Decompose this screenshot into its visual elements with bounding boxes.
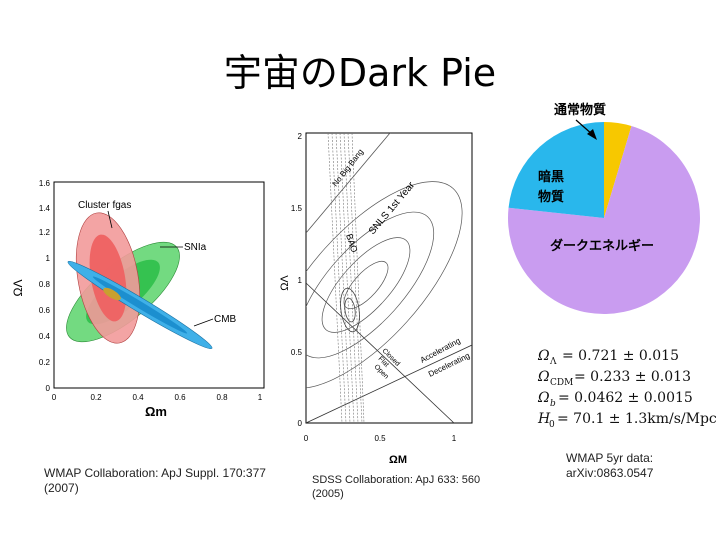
svg-text:= 0.721 ± 0.015: = 0.721 ± 0.015	[562, 348, 679, 364]
middle-y-tick: 0	[298, 419, 303, 428]
middle-x-tick: 1	[452, 434, 457, 443]
slice-dark-energy	[508, 126, 700, 314]
svg-text:Ω: Ω	[537, 369, 550, 385]
slice-normal-matter	[604, 122, 632, 218]
left-y-tick: 0.6	[39, 306, 51, 315]
label-dark-matter-line2: 物質	[538, 189, 564, 204]
svg-text:b: b	[550, 399, 556, 409]
citation-wmap-apjs: WMAP Collaboration: ApJ Suppl. 170:377 (…	[44, 466, 266, 495]
normal-matter-arrowhead	[587, 129, 597, 140]
left-x-tick: 0.6	[174, 393, 186, 402]
left-x-tick: 0.4	[132, 393, 144, 402]
label-dark-matter-line1: 暗黒	[538, 169, 564, 184]
middle-x-tick: 0	[304, 434, 309, 443]
middle-y-tick: 1.5	[291, 204, 303, 213]
label-cmb: CMB	[214, 314, 237, 325]
svg-text:0: 0	[549, 420, 555, 430]
svg-text:Ω: Ω	[537, 348, 550, 364]
pie-slices	[508, 122, 700, 314]
middle-contours	[306, 133, 472, 423]
svg-text:Λ: Λ	[549, 357, 557, 367]
middle-constraint-plot: 0 0.5 1 1.5 2 0 0.5 1 ΩM ΩΛ	[279, 132, 473, 466]
middle-plot-frame	[305, 132, 473, 424]
equation-omega-lambda: Ω Λ = 0.721 ± 0.015	[537, 348, 679, 367]
middle-x-ticks: 0 0.5 1	[304, 434, 457, 443]
left-y-tick: 1.4	[39, 204, 51, 213]
left-y-tick: 1.2	[39, 228, 51, 237]
middle-x-tick: 0.5	[374, 434, 386, 443]
left-y-tick: 1	[46, 254, 51, 263]
left-constraint-plot: 0 0.2 0.4 0.6 0.8 1 1.2 1.4 1.6 0 0.2 0.…	[11, 179, 265, 419]
svg-text:Ω: Ω	[537, 390, 550, 406]
left-y-tick: 0.4	[39, 332, 51, 341]
label-cluster-fgas: Cluster fgas	[78, 200, 131, 211]
middle-x-label: ΩM	[389, 454, 407, 466]
slide-title: 宇宙のDark Pie	[223, 51, 497, 95]
citation-wmap-5yr: WMAP 5yr data: arXiv:0863.0547	[566, 451, 654, 480]
svg-text:CDM: CDM	[550, 378, 573, 388]
equation-omega-cdm: Ω CDM = 0.233 ± 0.013	[537, 369, 691, 388]
equation-h0: H 0 = 70.1 ± 1.3km/s/Mpc	[537, 411, 717, 430]
cmb-contours	[67, 261, 213, 349]
label-snls: SNLS 1st Year	[367, 180, 418, 237]
svg-text:= 70.1 ± 1.3km/s/Mpc: = 70.1 ± 1.3km/s/Mpc	[557, 411, 717, 427]
left-y-label: ΩΛ	[11, 280, 25, 297]
middle-y-tick: 2	[298, 132, 303, 141]
equation-omega-b: Ω b = 0.0462 ± 0.0015	[537, 390, 693, 409]
label-normal-matter: 通常物質	[554, 102, 606, 117]
label-dark-energy: ダークエネルギー	[550, 238, 654, 253]
left-x-tick: 0.8	[216, 393, 228, 402]
middle-y-ticks: 0 0.5 1 1.5 2	[291, 132, 303, 428]
left-y-tick: 0.2	[39, 358, 51, 367]
left-y-tick: 0	[46, 384, 51, 393]
middle-y-tick: 0.5	[291, 348, 303, 357]
left-y-tick: 0.8	[39, 280, 51, 289]
left-x-tick: 0	[52, 393, 57, 402]
middle-y-label: ΩΛ	[279, 275, 291, 291]
left-plot-frame	[53, 181, 265, 389]
left-x-ticks: 0 0.2 0.4 0.6 0.8 1	[52, 393, 263, 402]
label-no-big-bang: No Big Bang	[330, 147, 365, 188]
left-y-ticks: 0 0.2 0.4 0.6 0.8 1 1.2 1.4 1.6	[39, 179, 51, 393]
label-snia: SNIa	[184, 242, 207, 253]
parameter-equations: Ω Λ = 0.721 ± 0.015 Ω CDM = 0.233 ± 0.01…	[537, 348, 717, 430]
slice-dark-matter	[508, 122, 604, 218]
citation-sdss: SDSS Collaboration: ApJ 633: 560 (2005)	[312, 474, 481, 500]
left-y-tick: 1.6	[39, 179, 51, 188]
svg-text:= 0.0462 ± 0.0015: = 0.0462 ± 0.0015	[558, 390, 693, 406]
middle-y-tick: 1	[298, 276, 303, 285]
overlap-region	[103, 287, 121, 301]
dark-pie-chart: 通常物質 暗黒 物質 ダークエネルギー	[508, 102, 700, 314]
left-x-label: Ωm	[145, 404, 167, 419]
left-x-tick: 0.2	[90, 393, 102, 402]
svg-text:= 0.233 ± 0.013: = 0.233 ± 0.013	[574, 369, 691, 385]
left-x-tick: 1	[258, 393, 263, 402]
svg-text:H: H	[537, 411, 551, 427]
